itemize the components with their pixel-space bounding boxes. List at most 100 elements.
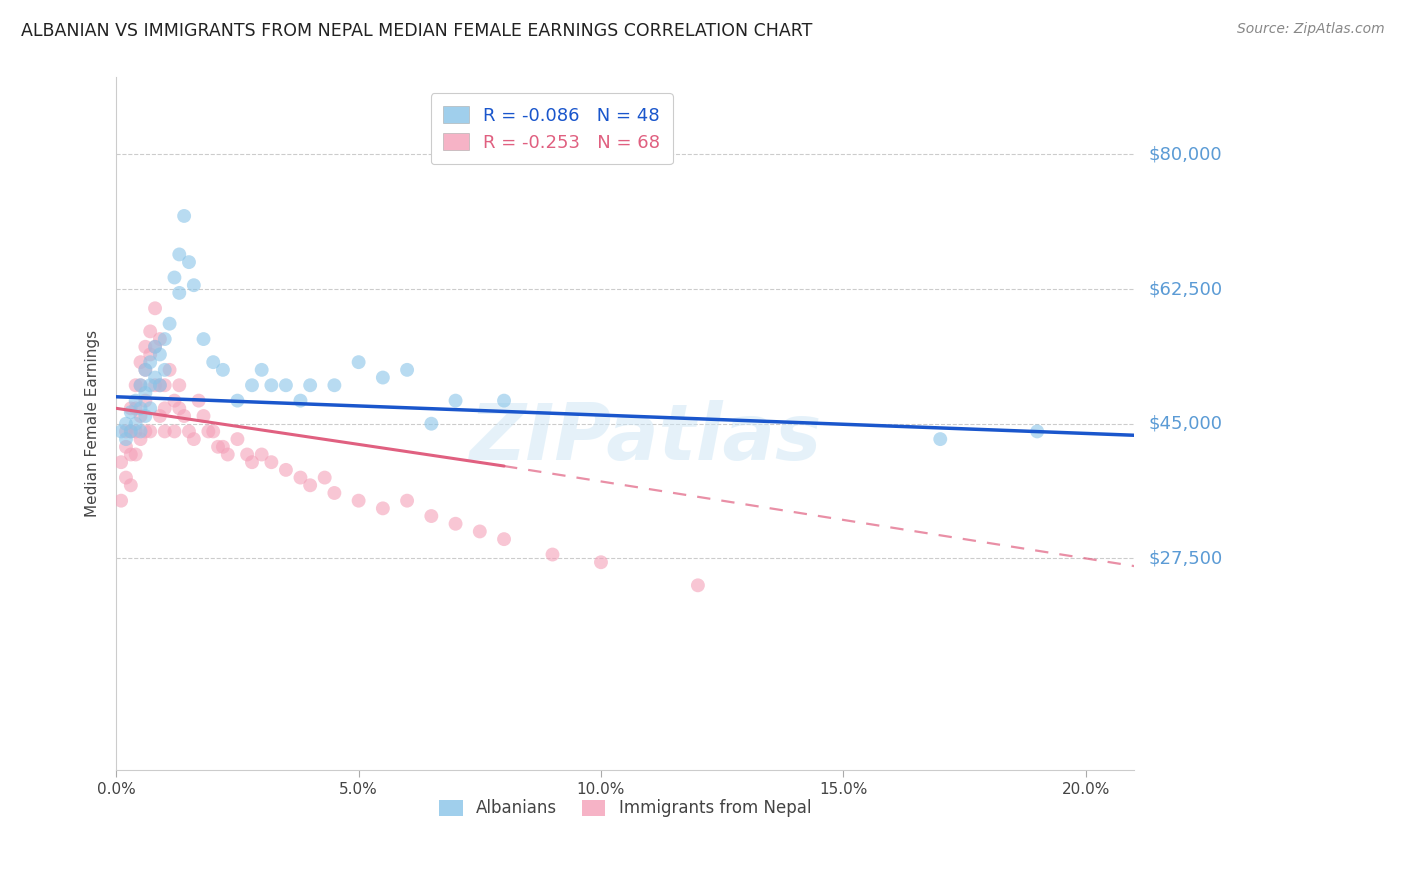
Point [236,448,259,462]
Point [153,332,176,346]
Point [129,378,152,392]
Point [396,493,419,508]
Point [149,378,172,392]
Point [202,425,225,439]
Point [124,378,146,392]
Point [129,432,152,446]
Point [143,378,166,392]
Point [139,378,162,392]
Point [149,332,172,346]
Point [120,405,142,419]
Point [124,425,146,439]
Point [299,378,322,392]
Point [323,378,346,392]
Point [240,455,263,469]
Point [193,409,215,423]
Text: $80,000: $80,000 [1149,145,1222,163]
Point [274,378,297,392]
Text: ALBANIAN VS IMMIGRANTS FROM NEPAL MEDIAN FEMALE EARNINGS CORRELATION CHART: ALBANIAN VS IMMIGRANTS FROM NEPAL MEDIAN… [21,22,813,40]
Point [541,548,564,562]
Point [169,378,191,392]
Point [120,401,142,416]
Point [929,432,952,446]
Point [143,340,166,354]
Point [1026,425,1049,439]
Point [371,370,394,384]
Point [129,401,152,416]
Point [314,470,336,484]
Point [139,355,162,369]
Point [134,340,156,354]
Point [124,448,146,462]
Y-axis label: Median Female Earnings: Median Female Earnings [86,330,100,517]
Point [492,532,515,546]
Text: $45,000: $45,000 [1149,415,1222,433]
Point [226,432,249,446]
Point [129,355,152,369]
Point [115,440,138,454]
Point [163,425,186,439]
Point [197,425,219,439]
Legend: Albanians, Immigrants from Nepal: Albanians, Immigrants from Nepal [433,793,818,824]
Text: $27,500: $27,500 [1149,549,1222,567]
Point [183,432,205,446]
Point [290,470,312,484]
Point [212,440,235,454]
Point [444,516,467,531]
Point [139,401,162,416]
Point [371,501,394,516]
Point [139,324,162,338]
Point [159,317,181,331]
Point [110,493,132,508]
Point [134,363,156,377]
Point [159,363,181,377]
Point [290,393,312,408]
Point [212,363,235,377]
Point [115,417,138,431]
Point [153,401,176,416]
Point [347,493,370,508]
Point [207,440,229,454]
Point [420,417,443,431]
Point [163,393,186,408]
Point [323,486,346,500]
Point [110,455,132,469]
Point [183,278,205,293]
Point [143,301,166,316]
Point [274,463,297,477]
Point [193,332,215,346]
Point [134,425,156,439]
Point [139,347,162,361]
Point [153,363,176,377]
Point [420,509,443,524]
Point [129,409,152,423]
Point [396,363,419,377]
Point [217,448,239,462]
Point [143,370,166,384]
Point [120,425,142,439]
Point [169,247,191,261]
Point [129,378,152,392]
Point [124,393,146,408]
Point [120,478,142,492]
Point [250,363,273,377]
Point [153,378,176,392]
Point [226,393,249,408]
Point [134,393,156,408]
Point [115,470,138,484]
Point [169,285,191,300]
Point [124,417,146,431]
Text: $62,500: $62,500 [1149,280,1222,298]
Point [149,409,172,423]
Point [177,255,200,269]
Point [143,340,166,354]
Point [589,555,612,569]
Point [202,355,225,369]
Point [153,425,176,439]
Point [347,355,370,369]
Point [260,378,283,392]
Point [444,393,467,408]
Text: Source: ZipAtlas.com: Source: ZipAtlas.com [1237,22,1385,37]
Point [149,378,172,392]
Point [299,478,322,492]
